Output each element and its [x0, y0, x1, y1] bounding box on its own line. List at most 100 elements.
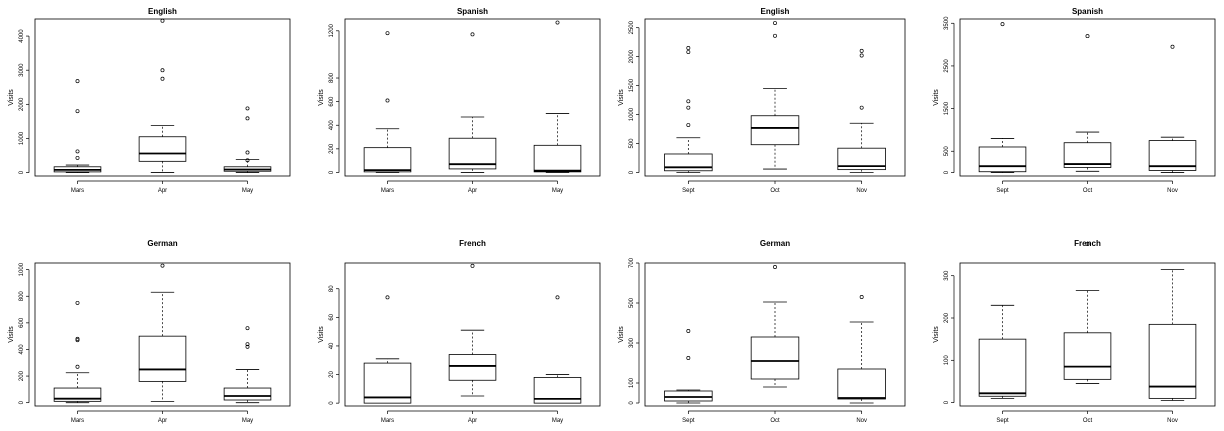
- x-tick-label: Oct: [1083, 418, 1093, 424]
- outlier-point: [859, 53, 864, 58]
- outlier-point: [1170, 44, 1175, 49]
- outlier-point: [75, 109, 80, 114]
- outlier-point: [1085, 34, 1090, 39]
- y-axis-label: Visits: [318, 89, 325, 106]
- box-mars: [363, 31, 412, 173]
- box-oct: [750, 21, 800, 170]
- outlier-point: [75, 364, 80, 369]
- x-tick-label: Nov: [856, 418, 867, 424]
- x-tick-label: Oct: [770, 188, 780, 194]
- plot-frame: [34, 262, 291, 407]
- outlier-point: [245, 150, 250, 155]
- y-tick-label: 0: [944, 170, 950, 174]
- y-tick-label: 2000: [629, 49, 635, 63]
- y-axis: 0 500 1000 1500 2000 2500: [629, 20, 640, 174]
- y-axis: 0 200 400 600 800 1200: [329, 23, 340, 174]
- x-tick-label: Mars: [71, 188, 84, 194]
- iqr-box: [837, 147, 886, 171]
- x-axis: Mars Apr May: [71, 410, 253, 424]
- chart-panel: German Visits 0 200 400 600 800 1000 Mars Apr May: [8, 239, 291, 424]
- y-tick-label: 4000: [19, 29, 25, 43]
- x-tick-label: Mars: [381, 418, 394, 424]
- chart-title: English: [148, 7, 177, 16]
- chart-panel: Spanish Visits 0 500 1500 2500 3500 Sept Oct Nov: [933, 7, 1216, 194]
- box-oct: [1063, 242, 1112, 384]
- outlier-point: [160, 18, 165, 23]
- y-tick-label: 300: [629, 337, 635, 348]
- y-tick-label: 1500: [944, 101, 950, 115]
- y-axis: 0 100 300 500 700: [629, 257, 640, 405]
- chart-panel: English Visits 0 1000 2000 3000 4000 Mars Apr May: [8, 7, 291, 194]
- outlier-point: [160, 68, 165, 73]
- plot-frame: [959, 18, 1216, 177]
- x-tick-label: Apr: [468, 188, 477, 194]
- outlier-point: [75, 300, 80, 305]
- x-axis: Sept Oct Nov: [682, 180, 867, 194]
- y-tick-label: 1200: [329, 23, 335, 37]
- y-axis: 0 20 40 60 80: [329, 285, 340, 405]
- outlier-point: [75, 336, 80, 341]
- y-axis-label: Visits: [318, 326, 325, 343]
- y-tick-label: 200: [944, 312, 950, 323]
- x-axis: Mars Apr May: [71, 180, 253, 194]
- y-tick-label: 80: [329, 285, 335, 292]
- outlier-point: [470, 32, 475, 37]
- x-tick-label: Sept: [682, 418, 695, 424]
- chart-panel: German Visits 0 100 300 500 700 Sept Oct Nov: [618, 239, 906, 424]
- box-sept: [664, 329, 713, 404]
- chart-title: German: [147, 239, 177, 248]
- y-tick-label: 300: [944, 270, 950, 281]
- box-apr: [448, 32, 497, 173]
- x-axis: Sept Oct Nov: [996, 180, 1178, 194]
- box-may: [223, 326, 272, 404]
- box-apr: [138, 263, 187, 402]
- x-tick-label: Sept: [682, 188, 695, 194]
- chart-title: English: [761, 7, 790, 16]
- outlier-point: [245, 158, 250, 163]
- box-nov: [1148, 44, 1197, 173]
- x-tick-label: Apr: [468, 418, 477, 424]
- iqr-box: [750, 336, 800, 380]
- y-axis-label: Visits: [8, 89, 15, 106]
- y-tick-label: 600: [19, 317, 25, 328]
- chart-title: Spanish: [457, 7, 488, 16]
- outlier-point: [385, 98, 390, 103]
- iqr-box: [1063, 332, 1112, 380]
- outlier-point: [859, 295, 864, 299]
- y-tick-label: 600: [329, 96, 335, 107]
- outlier-point: [1085, 242, 1090, 246]
- box-apr: [448, 263, 497, 397]
- chart-title: French: [459, 239, 486, 248]
- box-mars: [53, 79, 102, 173]
- y-tick-label: 60: [329, 313, 335, 320]
- y-tick-label: 3500: [944, 16, 950, 30]
- y-tick-label: 800: [19, 291, 25, 302]
- y-tick-label: 0: [629, 401, 635, 405]
- outlier-point: [245, 326, 250, 331]
- y-axis-label: Visits: [933, 89, 940, 106]
- iqr-box: [363, 147, 412, 173]
- outlier-point: [686, 105, 691, 110]
- outlier-point: [245, 344, 250, 349]
- outlier-point: [773, 21, 777, 26]
- plot-frame: [344, 262, 601, 407]
- plot-frame: [344, 18, 601, 177]
- y-tick-label: 500: [944, 146, 950, 157]
- box-may: [533, 20, 582, 173]
- x-tick-label: May: [552, 188, 563, 194]
- y-tick-label: 200: [329, 143, 335, 154]
- y-tick-label: 700: [629, 257, 635, 268]
- x-tick-label: Oct: [1083, 188, 1093, 194]
- y-tick-label: 1500: [629, 78, 635, 92]
- outlier-point: [686, 50, 691, 54]
- iqr-box: [978, 146, 1027, 173]
- plot-frame: [959, 262, 1216, 407]
- x-axis: Sept Oct Nov: [996, 410, 1178, 424]
- box-sept: [978, 22, 1027, 173]
- box-may: [533, 295, 582, 404]
- box-apr: [138, 18, 187, 173]
- outlier-point: [160, 263, 165, 268]
- y-tick-label: 1000: [629, 107, 635, 121]
- box-may: [223, 106, 272, 173]
